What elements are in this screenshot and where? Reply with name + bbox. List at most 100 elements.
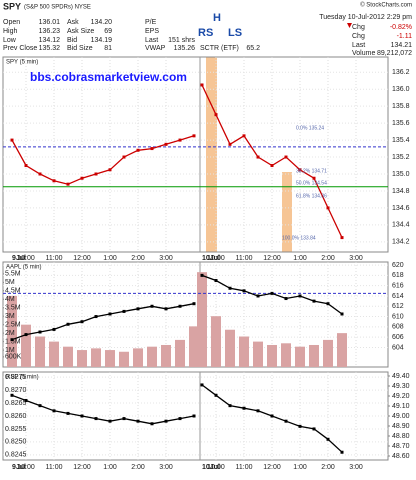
volume-bar (77, 350, 87, 367)
price-point (38, 172, 42, 176)
y-tick-label: 134.4 (392, 222, 410, 229)
stat-value: 134.19 (91, 37, 113, 44)
annotation: 50.0% 134.54 (296, 180, 327, 186)
price-point (340, 236, 344, 240)
stat-value: 134.21 (391, 42, 413, 49)
price-point (80, 320, 84, 324)
price-point (38, 404, 42, 408)
y2-tick-label: 49.00 (392, 413, 410, 420)
price-point (242, 406, 246, 410)
volume-bar (267, 344, 277, 367)
volume-tick-label: 3M (5, 313, 15, 320)
y-tick-label: 0.8260 (5, 413, 27, 420)
y-tick-label: 136.0 (392, 86, 410, 93)
stat-label: Last (145, 37, 158, 44)
price-point (326, 206, 330, 210)
stat-value: 136.01 (39, 19, 61, 26)
stat-value: 81 (104, 45, 112, 52)
x-tick-label: 9Jul (12, 464, 26, 471)
x-tick-label: 3:00 (159, 255, 173, 262)
price-point (10, 393, 14, 397)
price-point (150, 304, 154, 308)
volume-bar (295, 346, 305, 367)
price-point (80, 414, 84, 418)
y-tick-label: 610 (392, 313, 404, 320)
x-tick-label: 1:00 (103, 255, 117, 262)
price-point (192, 302, 196, 306)
price-point (326, 302, 330, 306)
y2-tick-label: 49.30 (392, 383, 410, 390)
volume-bar (211, 316, 221, 367)
volume-tick-label: 600K (5, 354, 22, 361)
stat-label: Open (3, 19, 20, 26)
stat-label: Prev Close (3, 45, 37, 52)
volume-bar (197, 272, 207, 367)
x-tick-label: 1:00 (103, 464, 117, 471)
price-point (242, 134, 246, 138)
volume-bar (253, 341, 263, 367)
volume-bar (21, 324, 31, 367)
y-tick-label: 608 (392, 324, 404, 331)
y-tick-label: 604 (392, 344, 404, 351)
price-point (284, 419, 288, 423)
annotation: 38.2% 134.71 (296, 168, 327, 174)
price-point (284, 297, 288, 301)
annotation: LS (228, 27, 242, 39)
stat-label: VWAP (145, 45, 166, 52)
stat-value: 134.12 (39, 37, 61, 44)
y-tick-label: 134.8 (392, 188, 410, 195)
panel-frame (2, 56, 389, 253)
volume-bar (161, 344, 171, 367)
price-point (200, 83, 204, 87)
x-tick-label: 3:00 (349, 464, 363, 471)
price-point (228, 142, 232, 146)
panel-title: SPY (5 min) (6, 60, 38, 66)
y-tick-label: 135.0 (392, 171, 410, 178)
volume-bar (133, 348, 143, 367)
annotation: 100.0% 133.84 (282, 235, 316, 241)
x-tick-label: 11:00 (236, 255, 253, 262)
price-point (94, 417, 98, 421)
y-tick-label: 135.6 (392, 120, 410, 127)
volume-bar (225, 329, 235, 367)
price-point (52, 327, 56, 331)
stat-value: 135.26 (174, 45, 196, 52)
panel-title: AAPL (5 min) (6, 265, 41, 271)
price-point (24, 333, 28, 337)
volume-tick-label: 1.5M (5, 338, 21, 345)
price-point (136, 148, 140, 152)
volume-bar (147, 346, 157, 367)
x-tick-label: 12:00 (73, 464, 91, 471)
date: Tuesday 10-Jul-2012 2:29 pm (319, 14, 412, 21)
price-point (150, 147, 154, 151)
price-point (10, 138, 14, 142)
stat-value: -0.82% (390, 24, 412, 31)
y-tick-label: 135.8 (392, 103, 410, 110)
stat-value: 135.32 (39, 45, 61, 52)
y-tick-label: 135.2 (392, 154, 410, 161)
price-point (52, 179, 56, 183)
x-tick-label: 11:00 (236, 464, 253, 471)
price-point (192, 414, 196, 418)
price-point (270, 291, 274, 295)
volume-tick-label: 3.5M (5, 305, 21, 312)
price-point (228, 286, 232, 290)
price-point (200, 273, 204, 277)
y-tick-label: 0.8255 (5, 426, 27, 433)
symbol: SPY (3, 1, 21, 11)
y-tick-label: 0.8270 (5, 387, 27, 394)
y-tick-label: 134.6 (392, 205, 410, 212)
price-point (228, 404, 232, 408)
price-point (256, 155, 260, 159)
price-point (94, 315, 98, 319)
volume-tick-label: 2.5M (5, 322, 21, 329)
price-point (122, 155, 126, 159)
y-tick-label: 0.8245 (5, 452, 27, 459)
price-point (312, 427, 316, 431)
price-point (192, 134, 196, 138)
volume-tick-label: 2M (5, 330, 15, 337)
price-point (38, 330, 42, 334)
price-point (122, 417, 126, 421)
highlight-band (282, 172, 292, 252)
symbol-name: (S&P 500 SPDRs) NYSE (24, 5, 91, 11)
